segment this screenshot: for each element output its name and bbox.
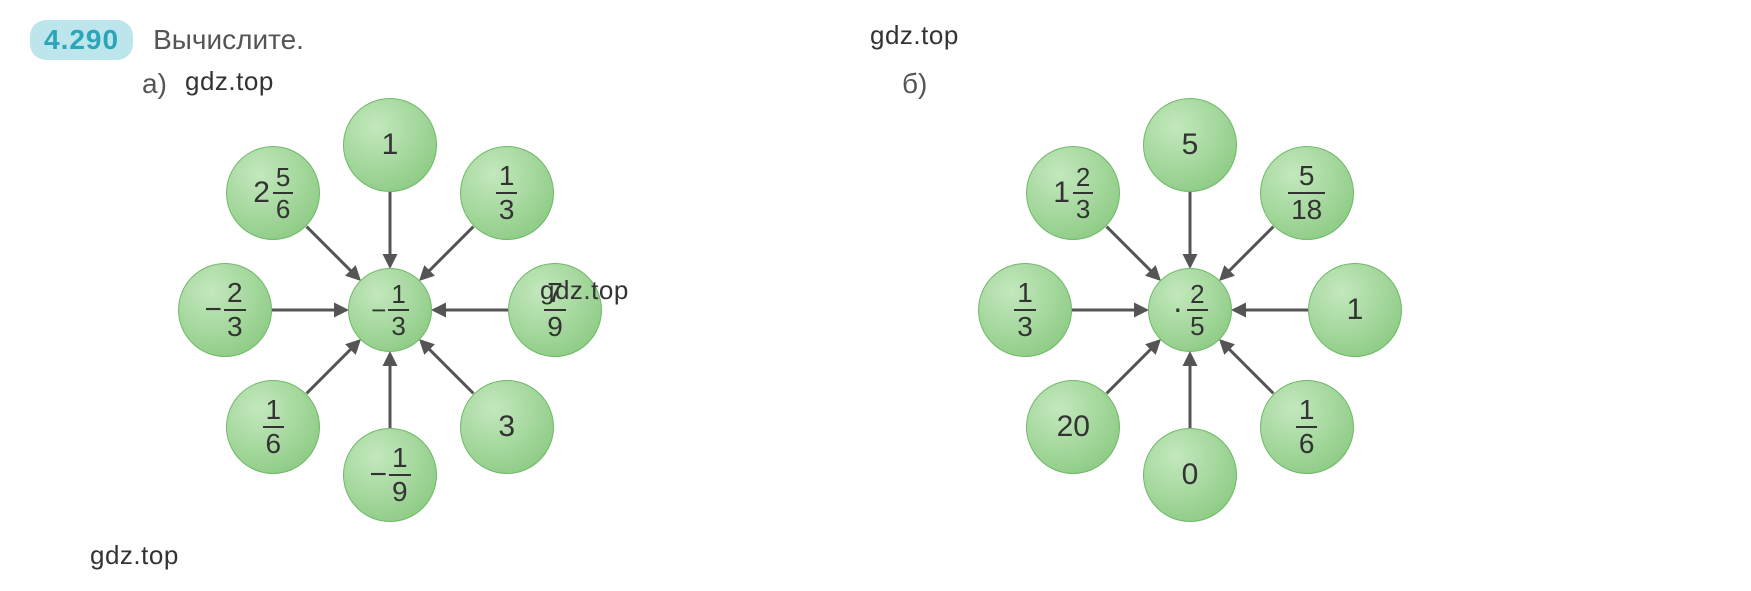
- outer-node: 16: [1260, 380, 1354, 474]
- center-node: −13: [348, 268, 432, 352]
- outer-node: 0: [1143, 428, 1237, 522]
- outer-node: 256: [226, 146, 320, 240]
- watermark: gdz.top: [870, 20, 959, 51]
- outer-node: 13: [978, 263, 1072, 357]
- outer-node: −23: [178, 263, 272, 357]
- watermark: gdz.top: [90, 540, 179, 571]
- outer-node: 20: [1026, 380, 1120, 474]
- outer-node: 518: [1260, 146, 1354, 240]
- outer-node: 3: [460, 380, 554, 474]
- part-label-b: б): [902, 68, 927, 100]
- outer-node: 1: [1308, 263, 1402, 357]
- center-node: ·25: [1148, 268, 1232, 352]
- problem-number-badge: 4.290: [30, 20, 133, 60]
- outer-node: 13: [460, 146, 554, 240]
- diagram-a: a) 113793−1916−23256−13: [150, 70, 630, 550]
- diagrams-container: a) 113793−1916−23256−13 б) 5518116020131…: [150, 70, 1721, 550]
- watermark: gdz.top: [185, 66, 274, 97]
- outer-node: −19: [343, 428, 437, 522]
- outer-node: 16: [226, 380, 320, 474]
- outer-node: 1: [343, 98, 437, 192]
- outer-node: 5: [1143, 98, 1237, 192]
- diagram-b: б) 551811602013123·25: [950, 70, 1430, 550]
- watermark: gdz.top: [540, 275, 629, 306]
- outer-node: 123: [1026, 146, 1120, 240]
- instruction-text: Вычислите.: [153, 24, 304, 56]
